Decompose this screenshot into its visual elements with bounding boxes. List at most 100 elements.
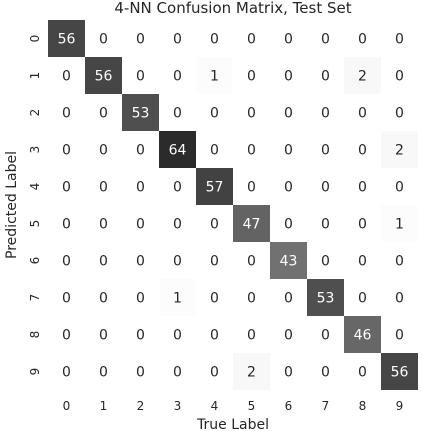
cell-value-label: 0 xyxy=(62,180,71,196)
x-tick-label: 0 xyxy=(63,399,71,413)
y-tick-label: 6 xyxy=(28,257,42,265)
cell-value-label: 0 xyxy=(136,328,145,344)
x-axis-label: True Label xyxy=(196,417,269,431)
y-tick-label: 1 xyxy=(28,72,42,80)
cell-value-label: 0 xyxy=(99,217,108,233)
y-tick-labels: 0123456789 xyxy=(28,35,42,376)
cell-value-label: 0 xyxy=(247,291,256,307)
cell-value-label: 0 xyxy=(247,143,256,159)
cell-value-label: 53 xyxy=(132,106,150,122)
cell-value-label: 0 xyxy=(173,106,182,122)
cell-value-label: 0 xyxy=(247,32,256,48)
cell-value-label: 0 xyxy=(136,32,145,48)
cell-value-label: 0 xyxy=(321,217,330,233)
cell-value-label: 56 xyxy=(58,32,76,48)
cell-value-label: 0 xyxy=(284,365,293,381)
cell-value-label: 0 xyxy=(358,291,367,307)
cell-value-label: 0 xyxy=(358,143,367,159)
y-tick-label: 8 xyxy=(28,331,42,339)
cell-value-label: 0 xyxy=(99,32,108,48)
cell-value-label: 0 xyxy=(284,143,293,159)
cell-value-label: 0 xyxy=(247,69,256,85)
x-tick-label: 1 xyxy=(100,399,108,413)
cell-value-label: 0 xyxy=(210,106,219,122)
cell-value-label: 0 xyxy=(395,328,404,344)
heatmap-cells: 56 0 0 0 0 0 0 0 0 0 0 56 0 0 1 0 0 0 2 0 0 0 53 0 0 0 0 0 0 0 0 0 0 64 0 0… xyxy=(48,20,418,390)
cell-value-label: 0 xyxy=(395,291,404,307)
cell-value-label: 2 xyxy=(395,143,404,159)
cell-value-label: 0 xyxy=(358,365,367,381)
y-tick-label: 2 xyxy=(28,109,42,117)
y-axis-label: Predicted Label xyxy=(4,151,20,259)
cell-value-label: 53 xyxy=(317,291,335,307)
cell-value-label: 0 xyxy=(247,180,256,196)
cell-value-label: 0 xyxy=(99,106,108,122)
y-tick-label: 9 xyxy=(28,368,42,376)
cell-value-label: 0 xyxy=(210,143,219,159)
cell-value-label: 0 xyxy=(395,106,404,122)
cell-value-label: 0 xyxy=(358,180,367,196)
cell-value-label: 0 xyxy=(284,328,293,344)
cell-value-label: 0 xyxy=(62,291,71,307)
cell-value-label: 0 xyxy=(247,328,256,344)
cell-value-label: 0 xyxy=(62,365,71,381)
x-tick-label: 7 xyxy=(322,399,330,413)
cell-value-label: 0 xyxy=(321,106,330,122)
cell-value-label: 0 xyxy=(136,254,145,270)
cell-value-label: 2 xyxy=(247,365,256,381)
cell-value-label: 0 xyxy=(321,69,330,85)
cell-value-label: 0 xyxy=(395,254,404,270)
cell-value-label: 0 xyxy=(321,32,330,48)
cell-value-label: 0 xyxy=(395,180,404,196)
cell-value-label: 0 xyxy=(99,254,108,270)
cell-value-label: 0 xyxy=(210,365,219,381)
cell-value-label: 46 xyxy=(354,328,372,344)
cell-value-label: 0 xyxy=(62,69,71,85)
cell-value-label: 1 xyxy=(210,69,219,85)
cell-value-label: 1 xyxy=(173,291,182,307)
cell-value-label: 0 xyxy=(210,32,219,48)
cell-value-label: 0 xyxy=(62,106,71,122)
cell-value-label: 0 xyxy=(210,328,219,344)
cell-value-label: 0 xyxy=(358,217,367,233)
cell-value-label: 0 xyxy=(173,217,182,233)
cell-value-label: 0 xyxy=(358,254,367,270)
y-tick-label: 7 xyxy=(28,294,42,302)
cell-value-label: 0 xyxy=(173,328,182,344)
cell-value-label: 0 xyxy=(99,291,108,307)
cell-value-label: 0 xyxy=(173,32,182,48)
cell-value-label: 0 xyxy=(284,217,293,233)
y-tick-label: 5 xyxy=(28,220,42,228)
cell-value-label: 0 xyxy=(284,32,293,48)
cell-value-label: 0 xyxy=(321,180,330,196)
cell-value-label: 0 xyxy=(210,291,219,307)
y-tick-label: 3 xyxy=(28,146,42,154)
cell-value-label: 56 xyxy=(391,365,409,381)
cell-value-label: 2 xyxy=(358,69,367,85)
cell-value-label: 0 xyxy=(284,106,293,122)
cell-value-label: 1 xyxy=(395,217,404,233)
cell-value-label: 0 xyxy=(62,328,71,344)
cell-value-label: 0 xyxy=(358,106,367,122)
cell-value-label: 0 xyxy=(62,143,71,159)
cell-value-label: 47 xyxy=(243,217,261,233)
cell-value-label: 0 xyxy=(136,180,145,196)
x-tick-label: 8 xyxy=(359,399,367,413)
cell-value-label: 43 xyxy=(280,254,298,270)
x-tick-labels: 0123456789 xyxy=(63,399,404,413)
x-tick-label: 2 xyxy=(137,399,145,413)
cell-value-label: 0 xyxy=(136,291,145,307)
cell-value-label: 0 xyxy=(321,328,330,344)
cell-value-label: 0 xyxy=(173,69,182,85)
x-tick-label: 3 xyxy=(174,399,182,413)
x-tick-label: 6 xyxy=(285,399,293,413)
y-tick-label: 4 xyxy=(28,183,42,191)
cell-value-label: 0 xyxy=(284,69,293,85)
x-tick-label: 5 xyxy=(248,399,256,413)
cell-value-label: 0 xyxy=(136,217,145,233)
cell-value-label: 0 xyxy=(210,254,219,270)
cell-value-label: 56 xyxy=(95,69,113,85)
cell-value-label: 0 xyxy=(247,106,256,122)
cell-value-label: 0 xyxy=(395,69,404,85)
